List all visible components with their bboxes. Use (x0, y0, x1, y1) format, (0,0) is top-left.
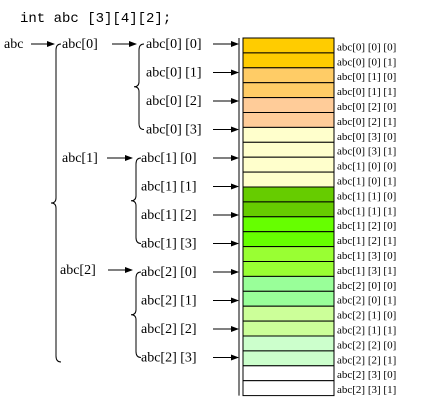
second-level-label: abc[2] [3] (141, 351, 197, 366)
second-level-label: abc[0] [3] (146, 123, 202, 138)
memory-cell (242, 335, 335, 352)
memory-cell (242, 112, 335, 128)
memory-cell (242, 171, 335, 188)
second-level-brace (130, 157, 142, 244)
memory-cell (242, 201, 335, 218)
element-label: abc[0] [0] [1] (337, 56, 396, 68)
second-level-brace (130, 271, 142, 358)
memory-cell (242, 97, 335, 113)
second-level-label: abc[0] [1] (146, 66, 202, 81)
element-label: abc[2] [0] [0] (337, 280, 396, 292)
element-label: abc[1] [0] [0] (337, 161, 396, 173)
element-label: abc[2] [1] [0] (337, 310, 396, 322)
second-level-label: abc[0] [0] (146, 37, 202, 52)
root-label: abc (4, 37, 23, 52)
element-label: abc[1] [1] [0] (337, 190, 396, 202)
memory-cell (242, 82, 335, 99)
memory-cell (242, 275, 335, 292)
element-label: abc[0] [0] [0] (337, 41, 396, 53)
element-label: abc[1] [2] [1] (337, 235, 396, 247)
memory-cell (242, 52, 335, 69)
second-level-label: abc[1] [3] (141, 237, 197, 252)
memory-cell (242, 67, 335, 84)
element-label: abc[0] [1] [1] (337, 86, 396, 98)
element-label: abc[0] [3] [1] (337, 146, 396, 158)
memory-cell (242, 216, 335, 233)
memory-cell (242, 290, 335, 307)
declaration-code: int abc [3][4][2]; (20, 11, 171, 27)
memory-cell (242, 186, 335, 203)
first-level-brace (50, 43, 62, 363)
element-label: abc[1] [1] [1] (337, 205, 396, 217)
memory-cell (242, 365, 335, 382)
element-label: abc[1] [3] [0] (337, 250, 396, 262)
second-level-label: abc[2] [1] (141, 294, 197, 309)
element-label: abc[2] [3] [0] (337, 369, 396, 381)
element-label: abc[1] [3] [1] (337, 265, 396, 277)
memory-column (238, 37, 335, 397)
element-label: abc[0] [2] [1] (337, 116, 396, 128)
second-level-label: abc[1] [0] (141, 151, 197, 166)
first-level-label: abc[1] (62, 151, 98, 166)
memory-cell (242, 305, 335, 322)
second-level-label: abc[1] [2] (141, 208, 197, 223)
first-level-label: abc[2] (60, 263, 96, 278)
memory-cell (242, 350, 335, 367)
element-labels: abc[0] [0] [0] abc[0] [0] [1] abc[0] [1] [… (337, 41, 396, 396)
element-label: abc[2] [1] [1] (337, 325, 396, 337)
element-label: abc[1] [0] [1] (337, 176, 396, 188)
index-hierarchy: abc[0] abc[0] [0] abc[0] [1] abc[0] [2] abc[… (50, 37, 239, 366)
memory-cell (242, 246, 335, 263)
element-label: abc[0] [1] [0] (337, 71, 396, 83)
second-level-label: abc[2] [2] (141, 322, 197, 337)
memory-cell (242, 156, 335, 173)
element-label: abc[0] [2] [0] (337, 101, 396, 113)
element-label: abc[2] [2] [1] (337, 354, 396, 366)
memory-cell (242, 37, 335, 54)
element-label: abc[0] [3] [0] (337, 131, 396, 143)
memory-cell (242, 231, 335, 248)
element-label: abc[2] [0] [1] (337, 295, 396, 307)
second-level-label: abc[0] [2] (146, 94, 202, 109)
memory-cell (242, 261, 335, 277)
second-level-label: abc[1] [1] (141, 180, 197, 195)
memory-cell (242, 380, 335, 397)
element-label: abc[2] [2] [0] (337, 339, 396, 351)
first-level-label: abc[0] (62, 37, 98, 52)
element-label: abc[2] [3] [1] (337, 384, 396, 396)
memory-cell (242, 126, 335, 143)
second-level-label: abc[2] [0] (141, 265, 197, 280)
memory-cell (242, 320, 335, 337)
second-level-brace (133, 43, 145, 130)
memory-cell (242, 141, 335, 158)
element-label: abc[1] [2] [0] (337, 220, 396, 232)
